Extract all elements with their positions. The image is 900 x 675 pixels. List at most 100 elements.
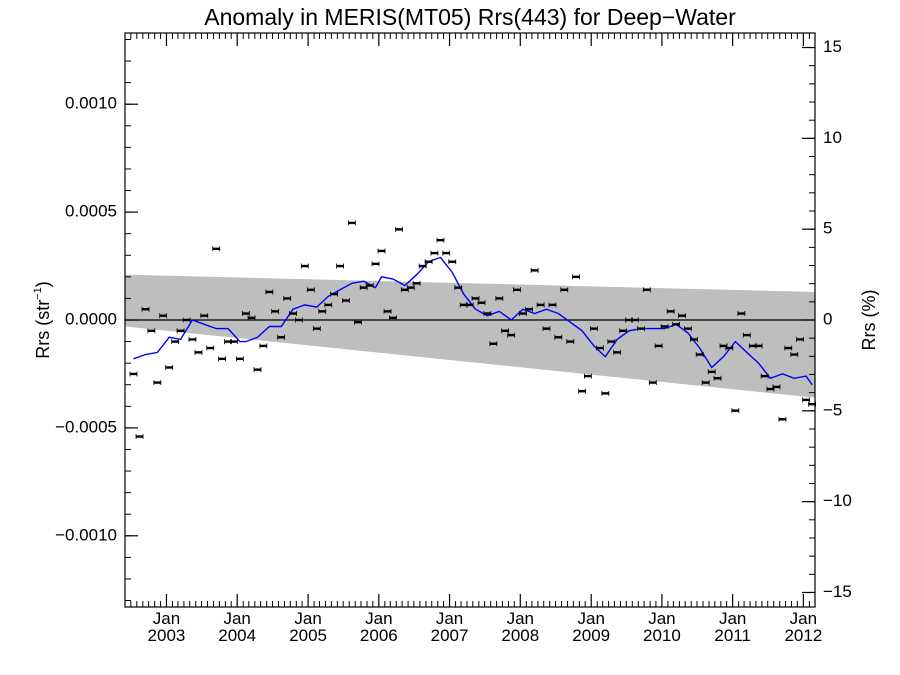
anomaly-marker [171,339,180,345]
left-tick-label: 0.0010 [65,94,117,113]
anomaly-marker [194,349,203,355]
left-tick-label: 0.0005 [65,202,117,221]
x-tick-year-label: 2007 [431,626,469,645]
anomaly-marker [572,274,580,280]
anomaly-marker [707,369,716,375]
anomaly-marker [796,336,804,342]
anomaly-marker [584,373,592,379]
anomaly-marker [212,246,221,252]
anomaly-marker [341,298,350,304]
anomaly-marker [265,289,274,295]
anomaly-marker [354,319,362,325]
anomaly-marker [436,237,445,243]
anomaly-marker [200,313,209,319]
x-tick-year-label: 2010 [643,626,681,645]
anomaly-marker [742,332,751,338]
anomaly-marker [613,349,622,355]
right-tick-label: −5 [823,400,842,419]
anomaly-marker [495,295,504,301]
anomaly-marker [778,416,787,422]
anomaly-marker [371,261,380,267]
x-tick-year-label: 2006 [360,626,398,645]
anomaly-marker [430,250,439,256]
x-tick-year-label: 2009 [572,626,610,645]
anomaly-marker [365,282,374,288]
anomaly-marker [135,434,144,440]
x-tick-year-label: 2004 [218,626,256,645]
right-tick-label: 10 [823,128,842,147]
anomaly-marker [507,332,516,338]
anomaly-marker [253,367,262,373]
anomaly-marker [454,285,463,291]
x-tick-year-label: 2008 [501,626,539,645]
anomaly-marker [295,317,303,323]
anomaly-marker [607,339,616,345]
x-tick-month-label: Jan [153,609,180,628]
anomaly-marker [129,371,138,377]
anomaly-marker [790,352,799,358]
running-mean-line [133,256,813,386]
anomaly-marker [666,308,675,314]
anomaly-marker [566,339,575,345]
x-tick-month-label: Jan [507,609,534,628]
anomaly-marker [648,380,657,386]
x-tick-month-label: Jan [294,609,321,628]
anomaly-marker [784,345,793,351]
anomaly-marker [448,259,457,265]
anomaly-marker [601,390,610,396]
anomaly-marker [642,287,651,293]
anomaly-marker [760,373,769,379]
anomaly-marker [683,326,692,332]
x-tick-year-label: 2012 [784,626,822,645]
anomaly-marker [259,343,268,349]
left-axis-ticks: 0.0010 0.0005 0.0000 −0.0005 −0.0010 [55,38,138,602]
anomaly-marker [347,220,356,226]
anomaly-marker [159,313,168,319]
anomaly-marker [271,308,280,314]
anomaly-marker [383,308,392,314]
anomaly-marker [147,328,156,334]
anomaly-marker [548,302,557,308]
confidence-band [125,274,815,398]
anomaly-marker [412,280,421,286]
anomaly-marker [242,311,250,317]
anomaly-marker [465,302,474,308]
anomaly-marker [471,295,480,301]
anomaly-marker [619,328,628,334]
anomaly-marker [660,323,669,329]
running-mean-layer [133,256,813,386]
anomaly-marker [554,334,563,340]
x-tick-month-label: Jan [719,609,746,628]
right-tick-label: −15 [823,582,852,601]
left-tick-label: −0.0010 [55,525,117,544]
y-axis-left-label: Rrs (str−1) [32,281,53,359]
anomaly-marker [513,287,521,293]
anomaly-marker [229,339,238,345]
anomaly-marker [725,345,734,351]
anomaly-marker [236,356,244,362]
anomaly-marker [530,267,539,273]
x-tick-month-label: Jan [365,609,392,628]
x-tick-year-label: 2011 [714,626,751,645]
anomaly-marker [141,306,150,312]
anomaly-marker [525,306,533,312]
x-tick-month-label: Jan [648,609,675,628]
anomaly-marker [188,336,197,342]
anomaly-marker [637,326,645,332]
anomaly-marker [590,326,598,332]
anomaly-marker [153,380,162,386]
anomaly-marker [536,302,545,308]
right-tick-label: 15 [823,37,842,56]
anomaly-marker [395,226,403,232]
anomaly-marker [802,397,810,403]
right-tick-label: 5 [823,219,832,238]
anomaly-marker [519,311,527,317]
anomaly-marker [731,408,740,414]
anomaly-marker [654,343,663,349]
anomaly-marker [406,285,415,291]
anomaly-marker [701,380,710,386]
anomaly-marker [631,317,639,323]
anomaly-marker [737,311,746,317]
anomaly-marker [377,248,386,254]
